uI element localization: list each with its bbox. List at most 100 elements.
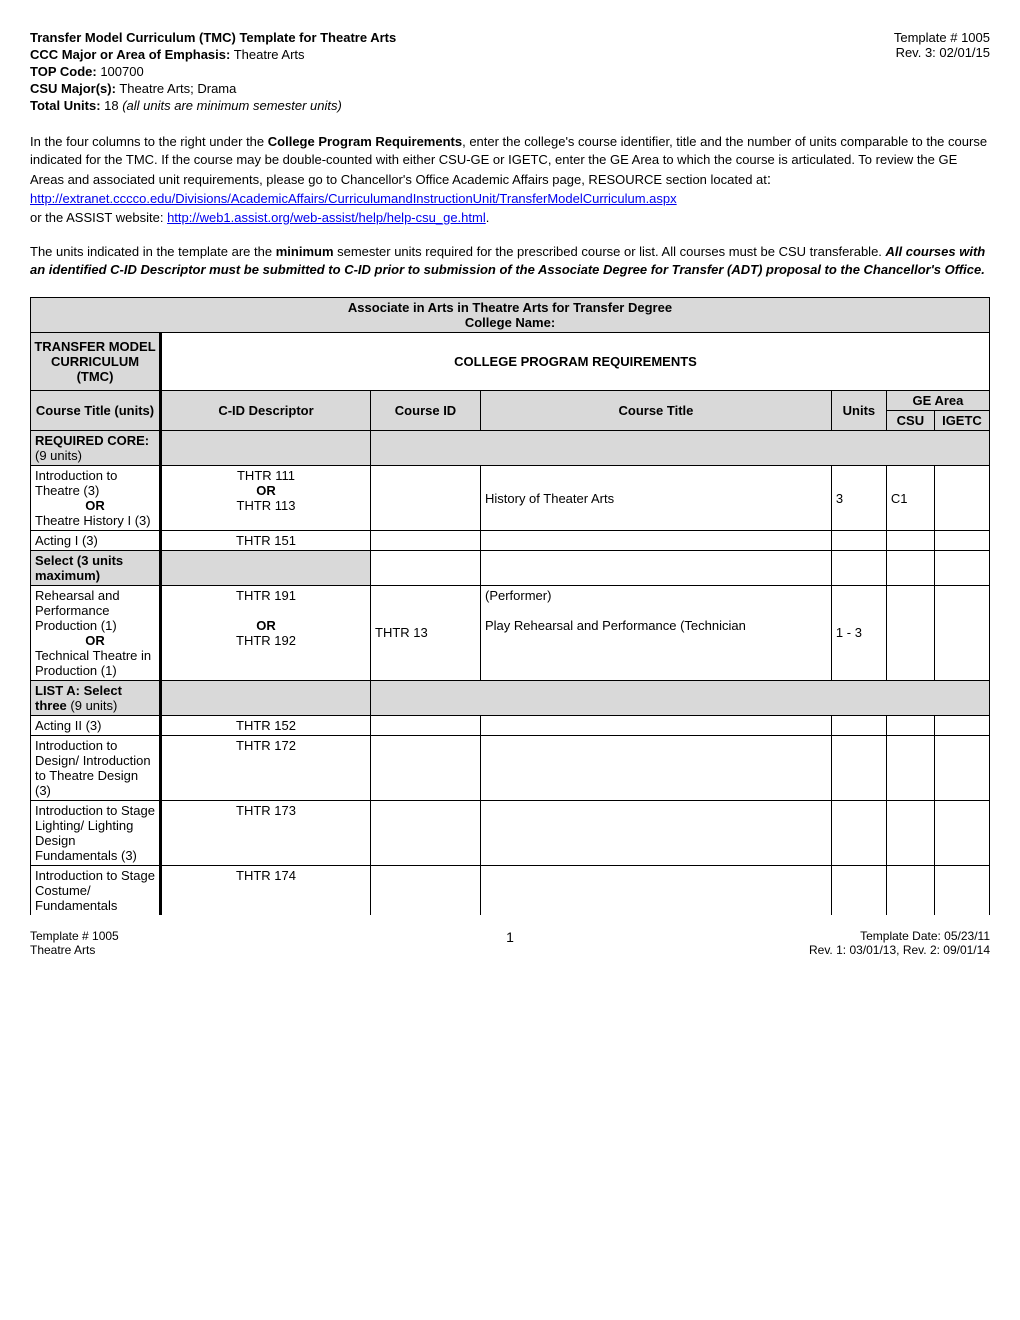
- csu-cell[interactable]: [886, 531, 934, 551]
- igetc-cell[interactable]: [934, 586, 989, 681]
- ccc-value: Theatre Arts: [230, 47, 304, 62]
- course-title-cell[interactable]: History of Theater Arts: [481, 466, 832, 531]
- blank[interactable]: [481, 551, 832, 586]
- ccc-line: CCC Major or Area of Emphasis: Theatre A…: [30, 47, 894, 62]
- cid-cell: THTR 173: [161, 801, 371, 866]
- table-row: Introduction to Stage Costume/ Fundament…: [31, 866, 990, 916]
- link-assist[interactable]: http://web1.assist.org/web-assist/help/h…: [167, 210, 486, 225]
- footer-left: Template # 1005 Theatre Arts: [30, 929, 119, 957]
- cid-cell: THTR 191 OR THTR 192: [161, 586, 371, 681]
- tmc-or: OR: [35, 498, 155, 513]
- course-title-cell[interactable]: [481, 801, 832, 866]
- link-extranet[interactable]: http://extranet.cccco.edu/Divisions/Acad…: [30, 191, 677, 206]
- course-id-cell[interactable]: [371, 866, 481, 916]
- blank[interactable]: [886, 551, 934, 586]
- units-cell[interactable]: [831, 801, 886, 866]
- tmc-cell: Introduction to Stage Lighting/ Lighting…: [31, 801, 161, 866]
- required-core-label: REQUIRED CORE:: [35, 433, 149, 448]
- intro-text-a: In the four columns to the right under t…: [30, 134, 268, 149]
- igetc-cell[interactable]: [934, 736, 989, 801]
- units-cell[interactable]: [831, 736, 886, 801]
- table-section-header-row: TRANSFER MODEL CURRICULUM (TMC) COLLEGE …: [31, 333, 990, 391]
- units-value: 18: [101, 98, 123, 113]
- footer-left-2: Theatre Arts: [30, 943, 119, 957]
- units-cell[interactable]: [831, 866, 886, 916]
- col-ge-area: GE Area: [886, 391, 989, 411]
- blank: [371, 431, 990, 466]
- course-title-cell[interactable]: [481, 531, 832, 551]
- col-igetc: IGETC: [934, 411, 989, 431]
- header-left: Transfer Model Curriculum (TMC) Template…: [30, 30, 894, 115]
- top-line: TOP Code: 100700: [30, 64, 894, 79]
- table-row: Introduction to Design/ Introduction to …: [31, 736, 990, 801]
- course-title-cell[interactable]: [481, 716, 832, 736]
- igetc-cell[interactable]: [934, 716, 989, 736]
- course-id-cell[interactable]: [371, 801, 481, 866]
- tmc-line: Technical Theatre in Production (1): [35, 648, 151, 678]
- blank[interactable]: [831, 551, 886, 586]
- course-id-cell[interactable]: THTR 13: [371, 586, 481, 681]
- igetc-cell[interactable]: [934, 466, 989, 531]
- list-a-cell: LIST A: Select three (9 units): [31, 681, 161, 716]
- cid-cell: THTR 172: [161, 736, 371, 801]
- cid-cell: THTR 174: [161, 866, 371, 916]
- csu-line: CSU Major(s): Theatre Arts; Drama: [30, 81, 894, 96]
- section-list-a: LIST A: Select three (9 units): [31, 681, 990, 716]
- csu-cell[interactable]: [886, 586, 934, 681]
- csu-cell[interactable]: [886, 801, 934, 866]
- blank[interactable]: [934, 551, 989, 586]
- section-select-3: Select (3 units maximum): [31, 551, 990, 586]
- col-course-title-units: Course Title (units): [31, 391, 161, 431]
- blank: [161, 431, 371, 466]
- tmc-line: Introduction to Theatre (3): [35, 468, 117, 498]
- course-id-cell[interactable]: [371, 736, 481, 801]
- intro-paragraph-2: The units indicated in the template are …: [30, 243, 990, 279]
- csu-cell[interactable]: [886, 866, 934, 916]
- table-row: Introduction to Stage Lighting/ Lighting…: [31, 801, 990, 866]
- igetc-cell[interactable]: [934, 866, 989, 916]
- intro-text-b: College Program Requirements: [268, 134, 462, 149]
- igetc-cell[interactable]: [934, 801, 989, 866]
- csu-cell[interactable]: C1: [886, 466, 934, 531]
- course-id-cell[interactable]: [371, 716, 481, 736]
- p2-b: minimum: [276, 244, 334, 259]
- csu-cell[interactable]: [886, 716, 934, 736]
- units-cell[interactable]: [831, 716, 886, 736]
- blank[interactable]: [371, 551, 481, 586]
- col-cid: C-ID Descriptor: [161, 391, 371, 431]
- select-3-cell: Select (3 units maximum): [31, 551, 161, 586]
- cid-line: THTR 192: [236, 633, 296, 648]
- cid-line: THTR 113: [237, 498, 296, 513]
- blank: [161, 551, 371, 586]
- course-id-cell[interactable]: [371, 466, 481, 531]
- top-label: TOP Code:: [30, 64, 97, 79]
- units-note: (all units are minimum semester units): [122, 98, 342, 113]
- blank: [161, 681, 371, 716]
- cid-cell: THTR 111 OR THTR 113: [161, 466, 371, 531]
- units-cell[interactable]: [831, 531, 886, 551]
- col-course-id: Course ID: [371, 391, 481, 431]
- revision: Rev. 3: 02/01/15: [894, 45, 990, 60]
- course-id-cell[interactable]: [371, 531, 481, 551]
- tmc-cell: Introduction to Theatre (3) OR Theatre H…: [31, 466, 161, 531]
- tmc-header: TRANSFER MODEL CURRICULUM (TMC): [31, 333, 161, 391]
- ct-line: (Performer): [485, 588, 551, 603]
- p2-c: semester units required for the prescrib…: [334, 244, 886, 259]
- units-cell[interactable]: 3: [831, 466, 886, 531]
- csu-cell[interactable]: [886, 736, 934, 801]
- table-title-row: Associate in Arts in Theatre Arts for Tr…: [31, 298, 990, 333]
- tmc-or: OR: [35, 633, 155, 648]
- course-title-cell[interactable]: [481, 736, 832, 801]
- intro-colon: :: [767, 171, 771, 188]
- course-title-cell[interactable]: (Performer) Play Rehearsal and Performan…: [481, 586, 832, 681]
- top-value: 100700: [97, 64, 144, 79]
- footer-right-1: Template Date: 05/23/11: [809, 929, 990, 943]
- tmc-line: Rehearsal and Performance Production (1): [35, 588, 120, 633]
- units-cell[interactable]: 1 - 3: [831, 586, 886, 681]
- igetc-cell[interactable]: [934, 531, 989, 551]
- units-line: Total Units: 18 (all units are minimum s…: [30, 98, 894, 113]
- course-title-cell[interactable]: [481, 866, 832, 916]
- tmc-line: Theatre History I (3): [35, 513, 151, 528]
- blank: [371, 681, 990, 716]
- intro-paragraph-1: In the four columns to the right under t…: [30, 133, 990, 227]
